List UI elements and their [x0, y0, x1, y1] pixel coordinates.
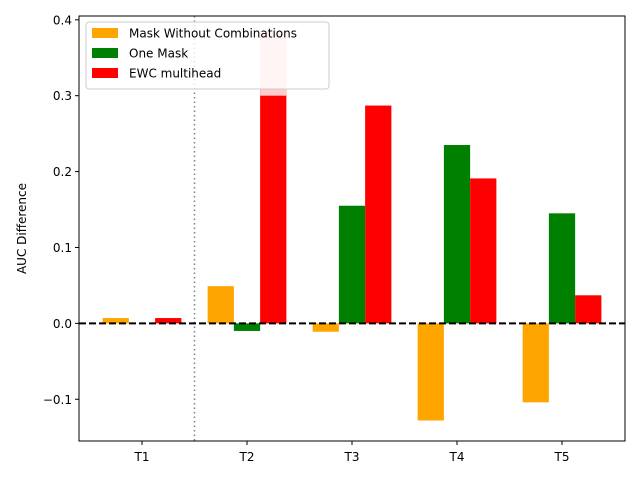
bar-ewc-multihead-t4 — [470, 178, 497, 324]
legend-label: One Mask — [129, 47, 188, 61]
x-tick-label-t1: T1 — [134, 450, 150, 464]
bar-one-mask-t3 — [338, 205, 366, 324]
legend-swatch — [92, 28, 118, 38]
legend-label: Mask Without Combinations — [129, 27, 297, 41]
legend-box — [85, 21, 330, 90]
bars-layer — [102, 31, 602, 421]
x-tick-label-t3: T3 — [344, 450, 360, 464]
y-axis: −0.1 0.0 0.1 0.2 0.3 0.4 — [43, 13, 79, 407]
bar-mask-without-combinations-t4 — [417, 323, 444, 421]
legend: Mask Without Combinations One Mask EWC mul… — [85, 21, 330, 90]
bar-ewc-multihead-t1 — [155, 318, 182, 324]
y-axis-label: AUC Difference — [15, 183, 29, 274]
reference-lines — [79, 16, 625, 441]
bar-mask-without-combinations-t1 — [102, 318, 129, 324]
y-tick-label: 0.1 — [53, 241, 72, 255]
bar-one-mask-t2 — [233, 323, 261, 331]
bar-mask-without-combinations-t3 — [312, 323, 339, 332]
y-tick-label: 0.4 — [53, 13, 72, 27]
x-tick-label-t5: T5 — [554, 450, 570, 464]
y-tick-label: 0.3 — [53, 89, 72, 103]
bar-one-mask-t4 — [443, 145, 471, 324]
bar-ewc-multihead-t5 — [575, 295, 602, 324]
bar-mask-without-combinations-t2 — [207, 286, 234, 324]
legend-swatch — [92, 48, 118, 58]
y-tick-label: 0.0 — [53, 317, 72, 331]
x-axis: T1 T2 T3 T4 T5 — [134, 441, 570, 464]
x-tick-label-t2: T2 — [239, 450, 255, 464]
legend-swatch — [92, 68, 118, 78]
legend-label: EWC multihead — [129, 67, 221, 81]
bar-mask-without-combinations-t5 — [522, 323, 549, 403]
x-tick-label-t4: T4 — [449, 450, 465, 464]
bar-ewc-multihead-t3 — [365, 105, 392, 324]
y-tick-label: −0.1 — [43, 393, 72, 407]
bar-one-mask-t5 — [548, 213, 576, 324]
y-tick-label: 0.2 — [53, 165, 72, 179]
